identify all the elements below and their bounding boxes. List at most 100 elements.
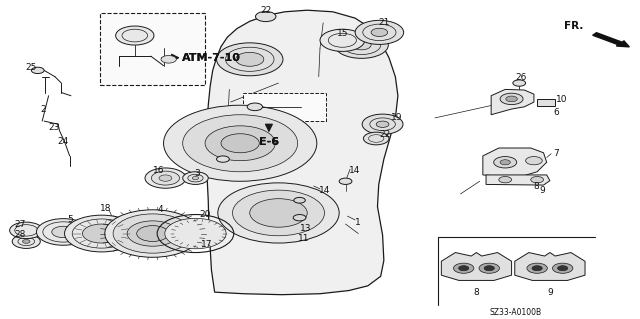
Circle shape bbox=[506, 96, 517, 102]
Circle shape bbox=[216, 156, 229, 162]
Polygon shape bbox=[483, 148, 547, 176]
Circle shape bbox=[499, 176, 511, 183]
Circle shape bbox=[205, 126, 275, 161]
FancyArrow shape bbox=[593, 33, 629, 47]
Circle shape bbox=[479, 263, 499, 273]
Circle shape bbox=[152, 171, 179, 185]
Circle shape bbox=[192, 176, 198, 180]
Circle shape bbox=[159, 175, 172, 181]
Text: 8: 8 bbox=[533, 182, 539, 191]
Text: ATM-7-10: ATM-7-10 bbox=[182, 53, 241, 63]
Text: 9: 9 bbox=[547, 288, 553, 297]
Text: 22: 22 bbox=[380, 130, 391, 139]
Text: 19: 19 bbox=[391, 114, 403, 122]
Circle shape bbox=[459, 266, 468, 271]
Text: 27: 27 bbox=[14, 219, 26, 228]
Circle shape bbox=[294, 197, 305, 203]
Circle shape bbox=[145, 168, 186, 188]
Text: 9: 9 bbox=[540, 186, 545, 195]
Text: 14: 14 bbox=[319, 186, 331, 195]
Circle shape bbox=[531, 176, 543, 183]
Circle shape bbox=[22, 240, 30, 243]
Circle shape bbox=[188, 228, 209, 239]
Text: 17: 17 bbox=[200, 240, 212, 249]
Circle shape bbox=[250, 199, 307, 227]
Text: 21: 21 bbox=[378, 19, 390, 27]
Text: 28: 28 bbox=[14, 230, 26, 239]
Circle shape bbox=[236, 52, 264, 66]
Circle shape bbox=[31, 67, 44, 74]
Circle shape bbox=[532, 266, 542, 271]
Text: ATM-7-10: ATM-7-10 bbox=[182, 53, 241, 63]
Text: 4: 4 bbox=[157, 205, 163, 214]
Circle shape bbox=[105, 210, 200, 257]
Circle shape bbox=[83, 224, 121, 243]
Circle shape bbox=[216, 43, 283, 76]
Circle shape bbox=[500, 93, 523, 105]
Bar bbox=[243, 93, 326, 121]
Circle shape bbox=[525, 157, 542, 165]
Polygon shape bbox=[486, 175, 550, 185]
Circle shape bbox=[320, 29, 365, 51]
Circle shape bbox=[371, 28, 388, 36]
Text: 24: 24 bbox=[57, 137, 68, 146]
Circle shape bbox=[113, 214, 192, 253]
Text: 8: 8 bbox=[474, 288, 479, 297]
Circle shape bbox=[352, 40, 371, 50]
Circle shape bbox=[364, 132, 389, 145]
Text: 16: 16 bbox=[154, 166, 165, 175]
Polygon shape bbox=[442, 253, 511, 280]
Circle shape bbox=[232, 190, 324, 236]
Text: 23: 23 bbox=[48, 123, 60, 132]
Text: 26: 26 bbox=[515, 73, 527, 82]
Circle shape bbox=[164, 105, 317, 181]
Bar bbox=[100, 13, 205, 85]
Text: 3: 3 bbox=[195, 169, 200, 178]
Circle shape bbox=[255, 11, 276, 22]
Text: 20: 20 bbox=[200, 210, 211, 219]
Circle shape bbox=[376, 121, 389, 127]
Circle shape bbox=[513, 80, 525, 86]
Circle shape bbox=[65, 215, 139, 252]
Text: 14: 14 bbox=[349, 166, 361, 175]
Polygon shape bbox=[491, 89, 534, 115]
Text: 10: 10 bbox=[556, 95, 567, 104]
Circle shape bbox=[339, 178, 352, 184]
Circle shape bbox=[355, 20, 404, 44]
Circle shape bbox=[137, 226, 169, 241]
Circle shape bbox=[12, 234, 40, 249]
Circle shape bbox=[362, 114, 403, 134]
Circle shape bbox=[10, 222, 43, 239]
Bar bbox=[537, 99, 555, 106]
Polygon shape bbox=[515, 253, 585, 280]
Circle shape bbox=[557, 266, 568, 271]
Text: 7: 7 bbox=[554, 149, 559, 158]
Text: 22: 22 bbox=[260, 6, 271, 15]
Circle shape bbox=[500, 160, 510, 165]
Circle shape bbox=[188, 174, 203, 182]
Circle shape bbox=[116, 26, 154, 45]
Text: SZ33-A0100B: SZ33-A0100B bbox=[490, 308, 542, 317]
Circle shape bbox=[484, 266, 494, 271]
Text: 25: 25 bbox=[26, 63, 37, 72]
Circle shape bbox=[552, 263, 573, 273]
Circle shape bbox=[221, 134, 259, 153]
Text: FR.: FR. bbox=[564, 21, 584, 31]
Text: 2: 2 bbox=[41, 106, 46, 115]
Circle shape bbox=[36, 219, 90, 245]
Text: 1: 1 bbox=[355, 218, 361, 227]
Text: 13: 13 bbox=[300, 224, 312, 233]
Polygon shape bbox=[206, 10, 398, 295]
Circle shape bbox=[293, 215, 306, 221]
Text: 5: 5 bbox=[67, 215, 72, 224]
Text: 11: 11 bbox=[298, 234, 310, 243]
Circle shape bbox=[527, 263, 547, 273]
Circle shape bbox=[127, 221, 178, 246]
Circle shape bbox=[335, 32, 388, 58]
Text: E-6: E-6 bbox=[259, 137, 279, 147]
Circle shape bbox=[182, 115, 298, 172]
Text: 15: 15 bbox=[337, 28, 348, 38]
Circle shape bbox=[174, 221, 223, 246]
Circle shape bbox=[165, 218, 226, 249]
Circle shape bbox=[181, 225, 216, 242]
